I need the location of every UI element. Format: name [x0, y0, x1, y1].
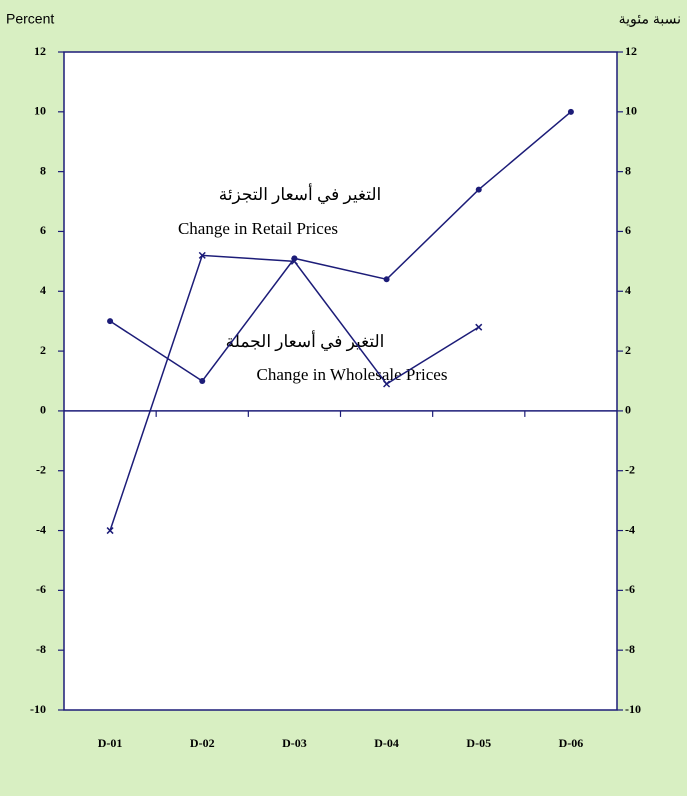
y2-tick-label: 10 — [625, 104, 637, 118]
y2-tick-label: 0 — [625, 403, 631, 417]
y2-tick-label: 6 — [625, 223, 631, 237]
y-tick-label: -6 — [36, 582, 46, 596]
marker — [290, 257, 298, 265]
annotation-ar: التغير في أسعار التجزئة — [219, 183, 382, 205]
plot-area — [63, 51, 618, 711]
y2-tick-label: 12 — [625, 44, 637, 58]
marker — [383, 276, 390, 283]
y-tick-label: 8 — [40, 163, 46, 177]
annotation: Change in Wholesale Prices — [257, 365, 448, 384]
y2-axis-label: نسبة مئوية — [619, 11, 681, 28]
y2-tick-label: -10 — [625, 702, 641, 716]
y2-tick-label: -6 — [625, 582, 635, 596]
y-tick-label: 12 — [34, 44, 46, 58]
marker — [198, 251, 206, 259]
marker — [567, 108, 574, 115]
x-tick-label: D-05 — [466, 736, 491, 750]
marker — [475, 323, 483, 331]
y-tick-label: -10 — [30, 702, 46, 716]
series-line — [109, 111, 572, 383]
y-tick-label: 10 — [34, 104, 46, 118]
x-tick-label: D-02 — [190, 736, 215, 750]
marker — [383, 380, 391, 388]
y2-tick-label: -2 — [625, 462, 635, 476]
x-tick-label: D-04 — [374, 736, 399, 750]
y-tick-label: 0 — [40, 403, 46, 417]
y-tick-label: 4 — [40, 283, 46, 297]
x-tick-label: D-01 — [98, 736, 123, 750]
y-tick-label: -4 — [36, 522, 46, 536]
y2-tick-label: 2 — [625, 343, 631, 357]
y2-tick-label: -4 — [625, 522, 635, 536]
annotation: Change in Retail Prices — [178, 219, 338, 238]
y2-tick-label: 8 — [625, 163, 631, 177]
annotation-ar: التغير في أسعار الجملة — [226, 330, 385, 352]
x-tick-label: D-06 — [559, 736, 584, 750]
y-tick-label: -2 — [36, 462, 46, 476]
marker — [106, 527, 114, 535]
y-tick-label: 6 — [40, 223, 46, 237]
marker — [107, 318, 114, 325]
x-tick-label: D-03 — [282, 736, 307, 750]
y2-tick-label: -8 — [625, 642, 635, 656]
marker — [475, 186, 482, 193]
y-axis-label: Percent — [6, 11, 54, 27]
y-tick-label: -8 — [36, 642, 46, 656]
y-tick-label: 2 — [40, 343, 46, 357]
y2-tick-label: 4 — [625, 283, 631, 297]
marker — [199, 378, 206, 384]
